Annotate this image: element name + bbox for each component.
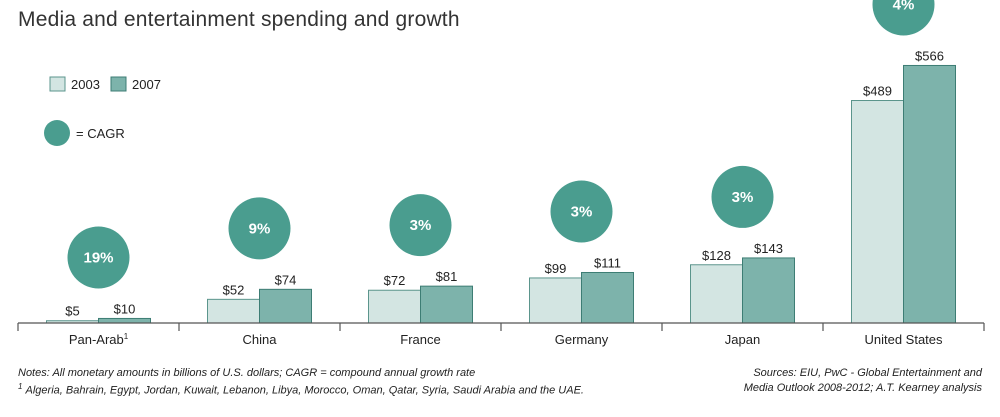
category-superscript: 1 <box>124 332 129 341</box>
cagr-label: 9% <box>249 220 271 237</box>
value-label-2003: $5 <box>65 304 79 319</box>
footnote-marker: 1 <box>18 382 23 391</box>
chart-title: Media and entertainment spending and gro… <box>18 8 460 31</box>
footnote-line: 1 Algeria, Bahrain, Egypt, Jordan, Kuwai… <box>18 382 584 397</box>
cagr-label: 19% <box>83 249 113 266</box>
bar-2003 <box>690 264 743 324</box>
cagr-label: 4% <box>893 0 915 13</box>
sources-line-1: Sources: EIU, PwC - Global Entertainment… <box>753 367 982 379</box>
cagr-label: 3% <box>571 203 593 220</box>
value-label-2003: $489 <box>863 84 892 99</box>
cagr-bubble <box>550 180 613 243</box>
value-label-2007: $143 <box>754 241 783 256</box>
value-label-2007: $10 <box>114 301 136 316</box>
bar-2007 <box>903 64 956 324</box>
legend-cagr-swatch <box>44 120 70 146</box>
cagr-bubble <box>711 165 774 228</box>
value-label-2007: $111 <box>594 255 621 270</box>
cagr-label: 3% <box>732 189 754 206</box>
cagr-bubble <box>228 197 291 260</box>
value-label-2007: $81 <box>436 269 458 284</box>
cagr-bubble <box>389 194 452 257</box>
bar-2007 <box>98 317 151 324</box>
value-label-2003: $72 <box>384 273 406 288</box>
category-label: Pan-Arab1 <box>69 332 129 347</box>
notes-line: Notes: All monetary amounts in billions … <box>18 367 476 379</box>
bar-2007 <box>581 271 634 324</box>
legend-label-2003: 2003 <box>71 77 100 92</box>
value-label-2003: $99 <box>545 261 567 276</box>
value-label-2003: $52 <box>223 282 245 297</box>
legend-swatch-2003 <box>49 76 66 92</box>
value-label-2003: $128 <box>702 248 731 263</box>
legend-label-2007: 2007 <box>132 77 161 92</box>
bar-2003 <box>368 289 421 324</box>
value-label-2007: $566 <box>915 48 944 63</box>
bar-2007 <box>420 285 473 324</box>
cagr-bubble <box>67 226 130 289</box>
category-label: Japan <box>725 332 760 347</box>
bar-2007 <box>742 257 795 324</box>
bar-2003 <box>207 298 260 324</box>
category-label: France <box>400 332 440 347</box>
legend-swatch-2007 <box>110 76 127 92</box>
bar-2003 <box>529 277 582 324</box>
category-label: China <box>243 332 278 347</box>
bar-2003 <box>851 100 904 324</box>
bar-2007 <box>259 288 312 324</box>
cagr-label: 3% <box>410 217 432 234</box>
category-label: United States <box>864 332 943 347</box>
value-label-2007: $74 <box>275 272 297 287</box>
footnote-text: Algeria, Bahrain, Egypt, Jordan, Kuwait,… <box>25 384 584 397</box>
legend-label-cagr: = CAGR <box>76 126 125 141</box>
sources-line-2: Media Outlook 2008-2012; A.T. Kearney an… <box>743 382 982 394</box>
cagr-bubble <box>872 0 935 36</box>
category-label: Germany <box>555 332 609 347</box>
